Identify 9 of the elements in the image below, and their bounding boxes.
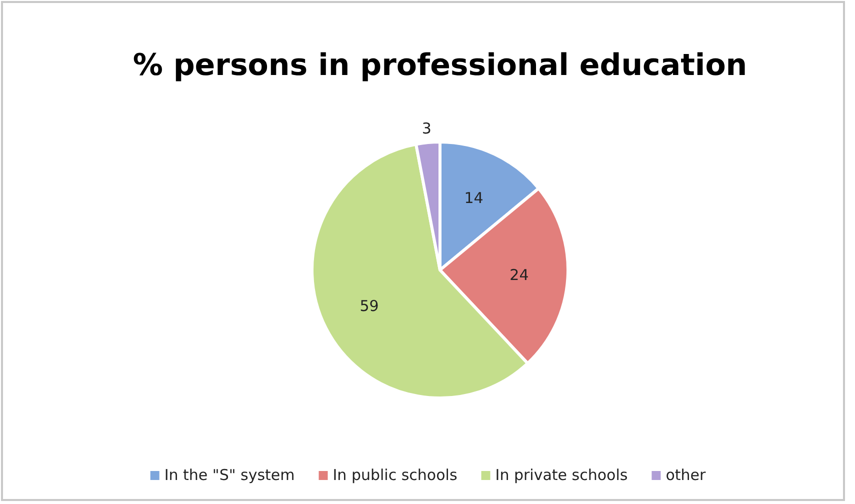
legend-label: In the "S" system [164, 466, 295, 484]
legend-label: In private schools [495, 466, 628, 484]
data-label: 14 [464, 189, 484, 208]
data-label: 3 [422, 120, 432, 138]
data-label: 59 [360, 297, 379, 316]
legend-label: In public schools [332, 466, 458, 484]
data-label: 24 [510, 266, 529, 284]
legend-label: other [666, 466, 706, 484]
chart-title: % persons in professional education [132, 48, 748, 83]
